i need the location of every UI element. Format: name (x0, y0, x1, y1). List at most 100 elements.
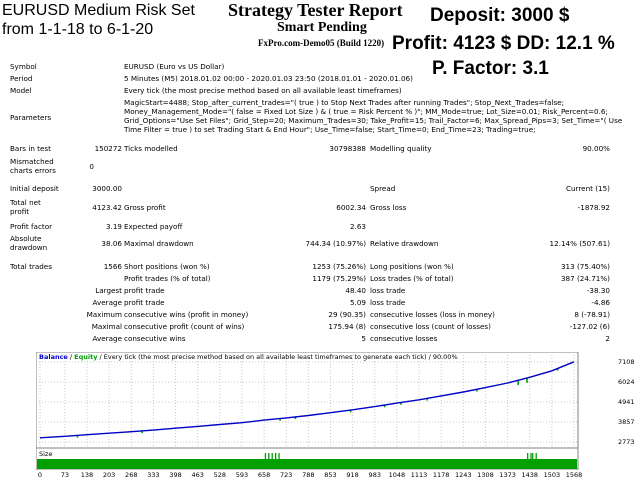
mxl-cl-label: consecutive loss (count of losses) (370, 322, 491, 331)
mq-value: 90.00% (582, 144, 610, 153)
model-label: Model (10, 86, 32, 95)
x-tick-label: 723 (280, 471, 293, 479)
pt-label: Profit trades (% of total) (124, 274, 211, 283)
avg-cl-value: 2 (605, 334, 610, 343)
x-tick-label: 0 (37, 471, 43, 479)
ticks-label: Ticks modelled (124, 144, 178, 153)
netprofit-label-2: profit (10, 207, 30, 216)
largest-pt-value: 48.40 (345, 286, 366, 295)
x-tick-label: 593 (235, 471, 249, 479)
overlay-title-line1: EURUSD Medium Risk Set (2, 2, 195, 19)
size-bar-spike (268, 453, 270, 459)
symbol-value: EURUSD (Euro vs US Dollar) (124, 62, 225, 71)
mq-label: Modelling quality (370, 144, 432, 153)
size-bar-base (37, 459, 577, 469)
symbol-label: Symbol (10, 62, 37, 71)
avg-pt-label: profit trade (124, 298, 165, 307)
size-bar-spike (264, 453, 267, 459)
absdd-value: 38.06 (101, 239, 122, 248)
initdep-label: Initial deposit (10, 184, 59, 193)
bars-label: Bars in test (10, 144, 51, 153)
pf-value: 3.19 (105, 222, 122, 231)
overlay-profit-dd: Profit: 4123 $ DD: 12.1 % (392, 33, 615, 54)
overlay-profit-factor: P. Factor: 3.1 (432, 58, 549, 79)
maxdd-label: Maximal drawdown (124, 239, 194, 248)
size-bar-spike (535, 453, 537, 459)
plot-frame (36, 352, 579, 449)
largest-pt-label: profit trade (124, 286, 165, 295)
x-tick-label: 528 (213, 471, 227, 479)
grossloss-value: -1878.92 (577, 203, 610, 212)
size-bar-spike (271, 453, 273, 459)
long-value: 313 (75.40%) (560, 262, 610, 271)
long-label: Long positions (won %) (370, 262, 454, 271)
mismatch-value: 0 (89, 162, 94, 171)
model-value: Every tick (the most precise method base… (124, 86, 402, 95)
maxdd-value: 744.34 (10.97%) (305, 239, 366, 248)
average2-label: Average (92, 334, 122, 343)
avg-pt-value: 5.09 (349, 298, 366, 307)
lt-label: Loss trades (% of total) (370, 274, 454, 283)
netprofit-label-1: Total net (10, 198, 41, 207)
x-tick-label: 788 (302, 471, 315, 479)
avg-lt-label: loss trade (370, 298, 406, 307)
mxl-cp-label: consecutive profit (count of wins) (124, 322, 245, 331)
x-tick-label: 1568 (565, 471, 583, 479)
x-tick-label: 1243 (455, 471, 472, 479)
grossprofit-label: Gross profit (124, 203, 166, 212)
y-tick-label: 3857 (618, 417, 635, 426)
x-tick-label: 333 (147, 471, 160, 479)
report-subtitle: Smart Pending (277, 20, 367, 35)
grossloss-label: Gross loss (370, 203, 407, 212)
spread-label: Spread (370, 184, 396, 193)
y-tick-label: 6024 (618, 378, 635, 386)
period-value: 5 Minutes (M5) 2018.01.02 00:00 - 2020.0… (124, 74, 413, 83)
x-tick-label: 658 (257, 471, 271, 479)
balance-line (39, 361, 575, 439)
x-tick-label: 203 (102, 471, 116, 479)
initdep-value: 3000.00 (92, 184, 122, 193)
report-server: FxPro.com-Demo05 (Build 1220) (258, 38, 385, 48)
x-tick-label: 1503 (543, 471, 561, 479)
netprofit-value: 4123.42 (92, 203, 122, 212)
short-value: 1253 (75.26%) (312, 262, 366, 271)
parameters-label: Parameters (10, 113, 52, 122)
overlay-deposit: Deposit: 3000 $ (430, 5, 570, 26)
mismatch-label-1: Mismatched (10, 157, 54, 166)
chart-canvas (36, 352, 579, 470)
x-tick-label: 268 (125, 471, 138, 479)
size-bar-spike (274, 453, 277, 459)
ep-value: 2.63 (349, 222, 366, 231)
x-tick-label: 1438 (521, 471, 538, 479)
lt-value: 387 (24.71%) (560, 274, 610, 283)
reldd-value: 12.14% (507.61) (549, 239, 610, 248)
x-tick-label: 398 (169, 471, 182, 479)
size-bar-spike (527, 453, 529, 459)
avg-cl-label: consecutive losses (370, 334, 438, 343)
report-header: EURUSD Medium Risk Set from 1-1-18 to 6-… (0, 0, 640, 79)
size-bar-spike (530, 453, 532, 459)
legend-equity: Equity (74, 353, 98, 361)
legend-separator: / (67, 353, 75, 361)
absdd-label-2: drawdown (10, 243, 48, 252)
short-label: Short positions (won %) (124, 262, 210, 271)
x-tick-label: 918 (346, 471, 359, 479)
x-tick-label: 1308 (477, 471, 494, 479)
mismatch-label-2: charts errors (10, 166, 56, 175)
x-tick-label: 983 (368, 471, 381, 479)
chart-legend: Balance / Equity / Every tick (the most … (39, 353, 458, 361)
y-tick-label: 7108 (618, 358, 635, 366)
max-cl-value: 8 (-78.91) (574, 310, 610, 319)
legend-balance: Balance (39, 353, 68, 361)
maximal-label: Maximal (91, 322, 122, 331)
x-tick-label: 73 (60, 471, 69, 479)
balance-chart: Balance / Equity / Every tick (the most … (36, 352, 636, 479)
pt-value: 1179 (75.29%) (312, 274, 366, 283)
max-cw-label: consecutive wins (profit in money) (124, 310, 249, 319)
bars-value: 150272 (94, 144, 122, 153)
grossprofit-value: 6002.34 (336, 203, 366, 212)
legend-description: / Every tick (the most precise method ba… (97, 353, 458, 361)
ticks-value: 30798388 (329, 144, 366, 153)
avg-cw-label: consecutive wins (124, 334, 186, 343)
maximum-label: Maximum (86, 310, 122, 319)
